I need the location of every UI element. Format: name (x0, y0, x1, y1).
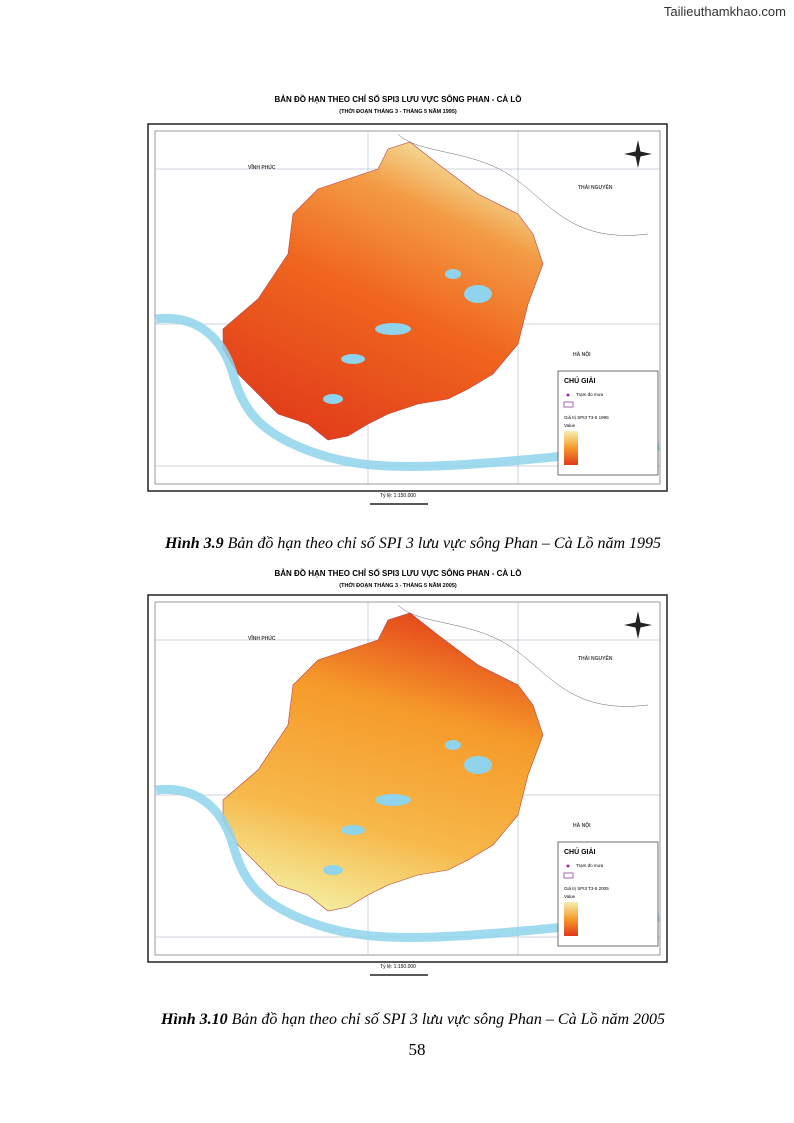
map-subtitle: (THỜI ĐOẠN THÁNG 3 - THÁNG 5 NĂM 2005) (339, 581, 457, 589)
border-line (397, 604, 649, 707)
legend-station: Trạm đo mưa (576, 863, 604, 868)
lake (341, 354, 365, 364)
place-label: THÁI NGUYÊN (578, 654, 613, 662)
legend-ramp (564, 431, 578, 465)
lake (323, 865, 343, 875)
lake (464, 285, 492, 303)
caption-label: Hình 3.9 (164, 535, 224, 552)
basin-area (222, 141, 544, 441)
legend-station-symbol (566, 864, 570, 868)
north-arrow (624, 140, 652, 168)
legend-boundary-symbol (563, 401, 574, 408)
legend-title: CHÚ GIẢI (564, 376, 596, 385)
north-arrow (624, 611, 652, 639)
figure-caption: Hình 3.10 Bản đồ hạn theo chỉ số SPI 3 l… (160, 1011, 665, 1028)
map-title: BẢN ĐỒ HẠN THEO CHỈ SỐ SPI3 LƯU VỰC SÔNG… (274, 94, 521, 104)
scale-label: Tỷ lệ: 1:150.000 (380, 963, 416, 970)
lake (464, 756, 492, 774)
lake (445, 740, 461, 750)
map-inner-frame (154, 601, 661, 956)
figure-caption: Hình 3.9 Bản đồ hạn theo chỉ số SPI 3 lư… (164, 535, 661, 552)
legend-heading: Giá trị SPI3 T3-5 2005 (564, 886, 609, 891)
caption-text: Bản đồ hạn theo chỉ số SPI 3 lưu vực sôn… (224, 535, 661, 552)
legend-station: Trạm đo mưa (576, 392, 604, 397)
border-line (397, 133, 649, 236)
legend-heading: Giá trị SPI3 T3-5 1995 (564, 415, 609, 420)
figure: BẢN ĐỒ HẠN THEO CHỈ SỐ SPI3 LƯU VỰC SÔNG… (147, 94, 668, 552)
figure: BẢN ĐỒ HẠN THEO CHỈ SỐ SPI3 LƯU VỰC SÔNG… (147, 568, 668, 1028)
legend-value-heading: Value (564, 423, 576, 428)
page-number: 58 (409, 1040, 426, 1059)
map-subtitle: (THỜI ĐOẠN THÁNG 3 - THÁNG 5 NĂM 1995) (339, 107, 457, 115)
place-label: HÀ NỘI (573, 350, 591, 358)
lake (375, 794, 411, 806)
legend-title: CHÚ GIẢI (564, 847, 596, 856)
map-inner-frame (154, 130, 661, 485)
lake (341, 825, 365, 835)
legend-station-symbol (566, 393, 570, 397)
watermark: Tailieuthamkhao.com (664, 4, 786, 19)
scale-label: Tỷ lệ: 1:150.000 (380, 492, 416, 499)
place-label: HÀ NỘI (573, 821, 591, 829)
basin-area (222, 612, 544, 912)
place-label: VĨNH PHÚC (248, 635, 276, 642)
caption-label: Hình 3.10 (160, 1011, 228, 1028)
lake (375, 323, 411, 335)
legend-boundary-symbol (563, 872, 574, 879)
river (155, 313, 660, 471)
map-title: BẢN ĐỒ HẠN THEO CHỈ SỐ SPI3 LƯU VỰC SÔNG… (274, 568, 521, 578)
place-label: THÁI NGUYÊN (578, 183, 613, 191)
legend-ramp (564, 902, 578, 936)
caption-text: Bản đồ hạn theo chỉ số SPI 3 lưu vực sôn… (228, 1011, 665, 1028)
lake (445, 269, 461, 279)
legend-value-heading: Value (564, 894, 576, 899)
lake (323, 394, 343, 404)
place-label: VĨNH PHÚC (248, 164, 276, 171)
river (155, 784, 660, 942)
